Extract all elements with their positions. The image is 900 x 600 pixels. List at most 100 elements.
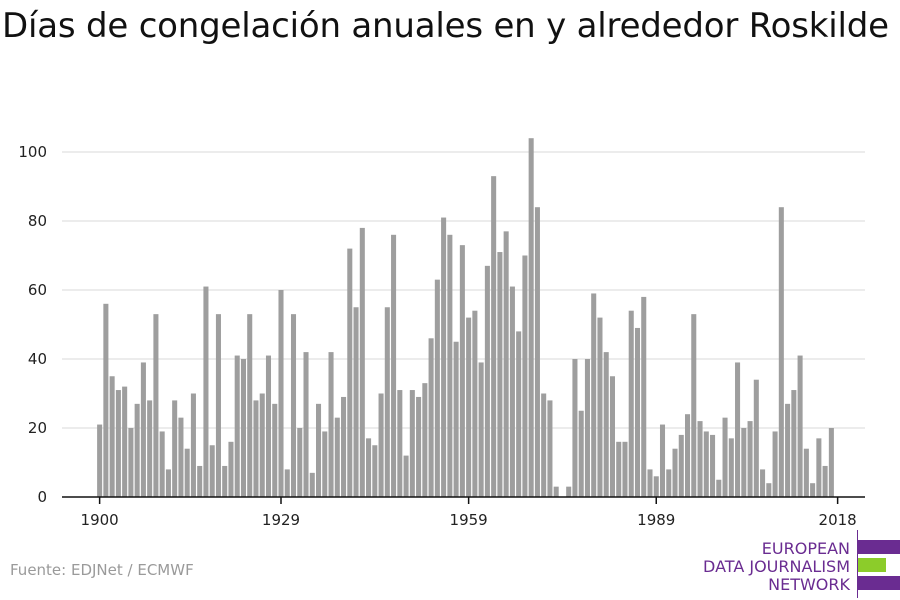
bar xyxy=(240,359,246,497)
bar xyxy=(359,227,365,497)
bar xyxy=(678,434,684,497)
logo-text-line1: EUROPEAN xyxy=(761,539,850,558)
x-tick-label: 1989 xyxy=(637,511,675,529)
bar xyxy=(347,248,353,497)
bar xyxy=(147,400,153,497)
bar xyxy=(215,314,221,497)
bar xyxy=(572,359,578,497)
bar xyxy=(541,393,547,497)
bar xyxy=(710,434,716,497)
bar xyxy=(522,255,528,497)
bar xyxy=(234,355,240,497)
bar xyxy=(828,428,834,497)
bar xyxy=(159,431,165,497)
y-tick-label: 80 xyxy=(28,212,47,230)
bar xyxy=(278,290,284,497)
bar xyxy=(628,310,634,497)
bar xyxy=(816,438,822,497)
bar xyxy=(209,445,215,497)
bar xyxy=(422,383,428,497)
bar xyxy=(803,448,809,497)
bar xyxy=(472,310,478,497)
bar xyxy=(128,428,134,497)
bar xyxy=(134,403,140,497)
bar xyxy=(728,438,734,497)
bars xyxy=(97,138,834,498)
bar xyxy=(409,390,415,497)
bar xyxy=(735,362,741,497)
bar xyxy=(153,314,159,497)
bar xyxy=(641,296,647,497)
edjnet-logo[interactable]: EUROPEAN DATA JOURNALISM NETWORK xyxy=(700,528,900,600)
bar xyxy=(353,307,359,497)
bar xyxy=(366,438,372,497)
bar xyxy=(290,314,297,497)
bar xyxy=(115,390,121,497)
bar xyxy=(466,317,472,497)
bar xyxy=(566,486,572,497)
bar xyxy=(172,400,178,497)
bar xyxy=(109,376,115,497)
x-tick-label: 1900 xyxy=(81,511,119,529)
bar xyxy=(578,410,584,497)
y-tick-label: 60 xyxy=(28,281,47,299)
bar xyxy=(328,352,334,497)
bar xyxy=(341,396,347,497)
bar xyxy=(97,424,103,497)
bar xyxy=(547,400,553,497)
bar xyxy=(140,362,146,497)
logo-bar-purple-bottom xyxy=(858,576,900,590)
bar xyxy=(772,431,778,497)
bar xyxy=(103,303,109,497)
logo-text-line2: DATA JOURNALISM xyxy=(703,557,850,576)
bar xyxy=(228,441,234,497)
bar xyxy=(791,390,797,497)
bar xyxy=(653,476,659,497)
bar xyxy=(797,355,803,497)
bar xyxy=(184,448,190,497)
bar xyxy=(697,421,703,497)
bar xyxy=(478,362,484,497)
bar xyxy=(703,431,709,497)
bar xyxy=(534,207,540,497)
bar xyxy=(384,307,390,497)
bar xyxy=(441,217,447,498)
bar xyxy=(597,317,603,497)
bar xyxy=(434,279,440,497)
bar xyxy=(316,403,322,497)
source-note: Fuente: EDJNet / ECMWF xyxy=(10,561,194,579)
x-tick-label: 1959 xyxy=(450,511,488,529)
logo-text-line3: NETWORK xyxy=(768,575,850,594)
bar xyxy=(810,483,816,497)
x-axis xyxy=(62,496,865,504)
bar xyxy=(491,176,497,497)
bar xyxy=(497,252,503,497)
bar xyxy=(778,207,784,497)
logo-bar-green xyxy=(858,558,886,572)
bar xyxy=(722,417,728,497)
bar xyxy=(403,455,409,497)
bar xyxy=(503,231,509,497)
bar xyxy=(822,465,828,497)
bar xyxy=(659,424,666,497)
bar xyxy=(553,486,559,497)
logo-divider xyxy=(857,530,858,598)
x-tick-label: 2018 xyxy=(819,511,857,529)
bar xyxy=(760,469,766,497)
bar xyxy=(591,293,597,497)
bar xyxy=(516,331,522,497)
bar xyxy=(609,376,615,497)
x-tick-labels: 1900 1929 1959 1989 2018 xyxy=(81,511,857,529)
bar xyxy=(459,245,465,497)
bar xyxy=(691,314,697,497)
bar xyxy=(616,441,622,497)
bar xyxy=(203,286,209,497)
bar xyxy=(484,265,490,497)
bar xyxy=(685,414,691,497)
bar xyxy=(416,396,422,497)
bar xyxy=(322,431,328,497)
bar xyxy=(259,393,265,497)
bar xyxy=(284,469,290,497)
bar xyxy=(716,479,722,497)
